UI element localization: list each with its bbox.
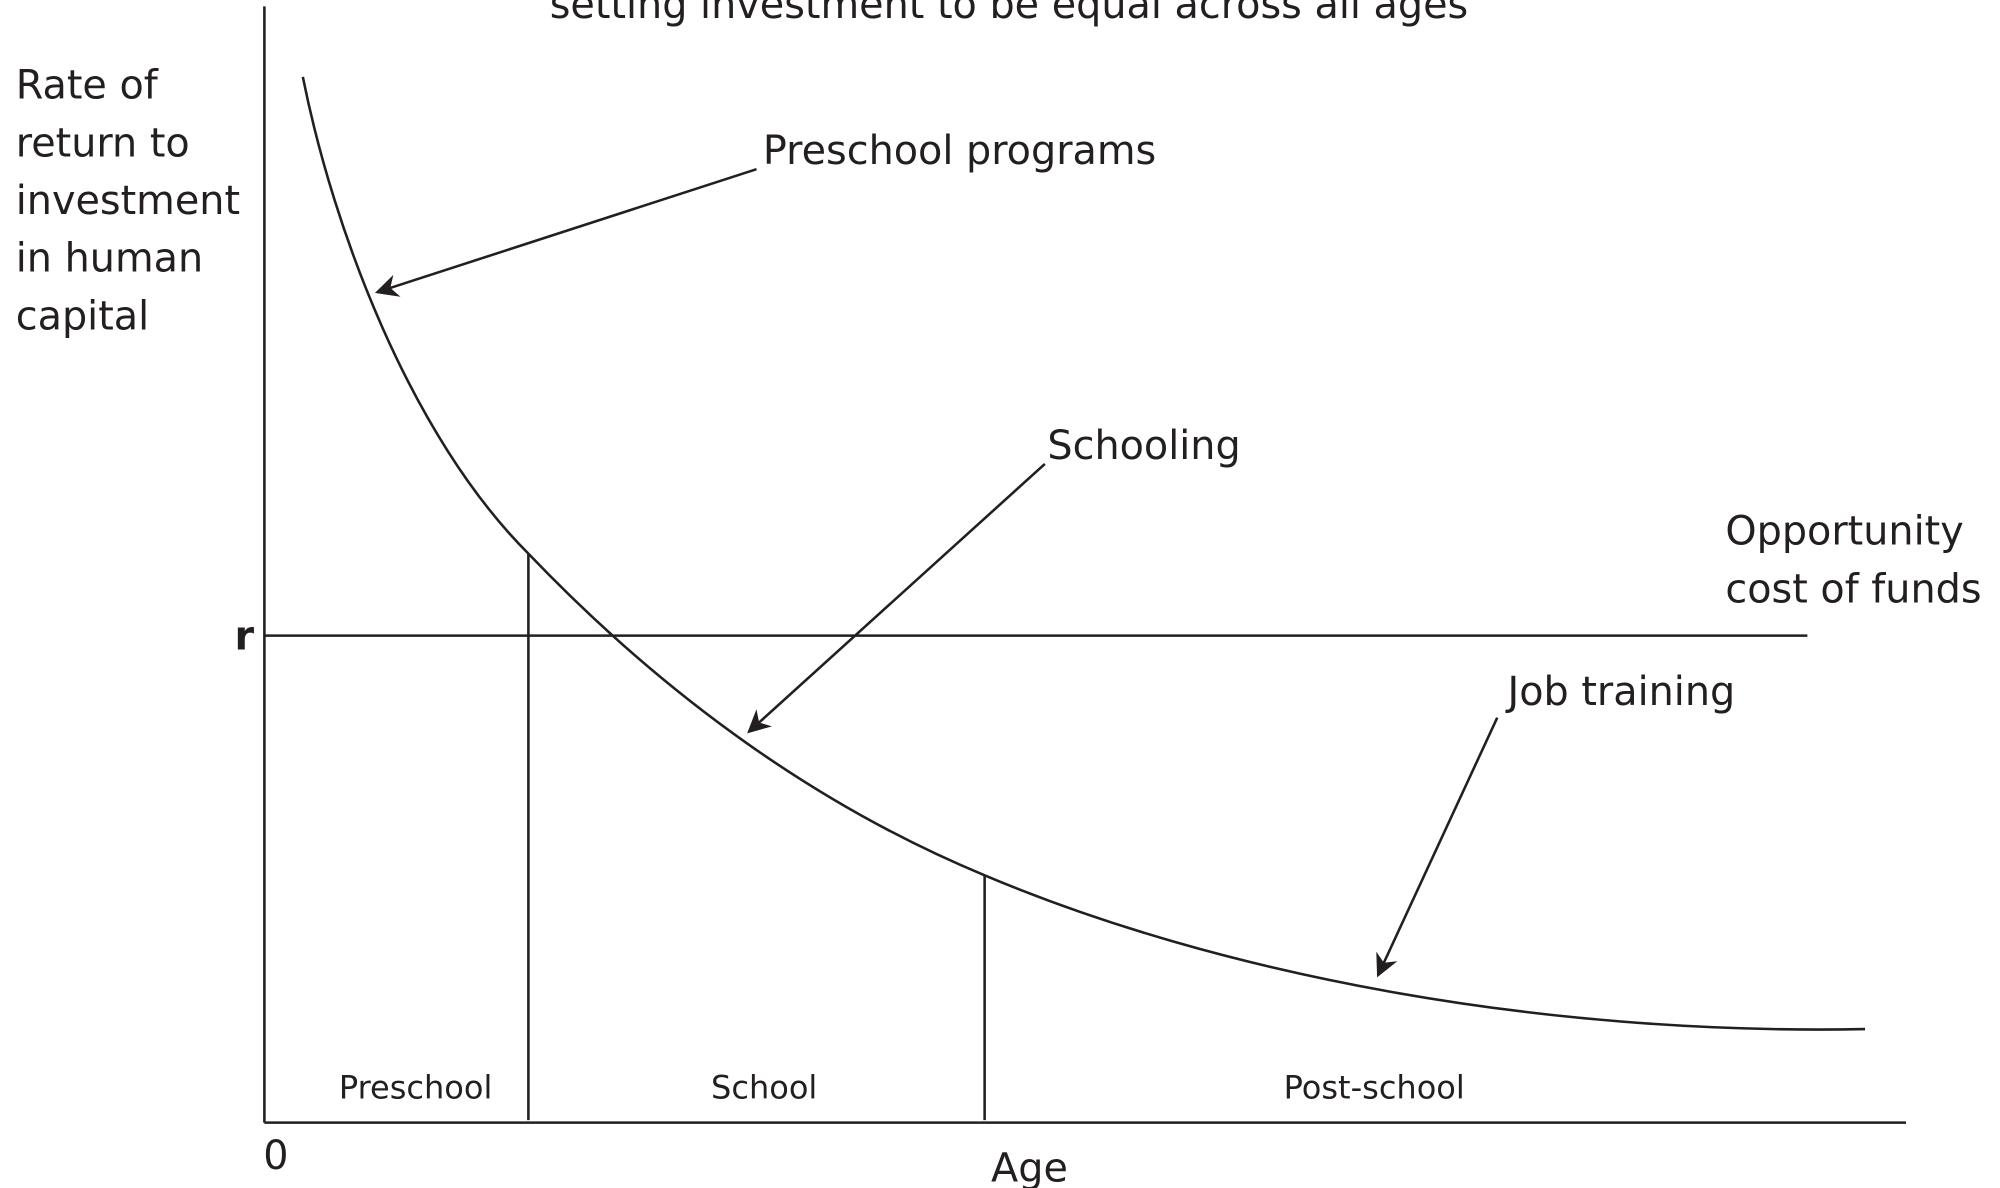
y-axis-label: capital [16, 293, 149, 339]
annotation-arrow [1376, 717, 1499, 978]
x-axis-label: Age [991, 1146, 1068, 1188]
region-label: School [711, 1068, 817, 1106]
annotation: Schooling [1047, 423, 1240, 469]
annotation: Preschool programs [763, 128, 1156, 174]
annotation-arrow [747, 462, 1046, 734]
return-curve [301, 76, 1866, 1031]
opportunity-cost-label: Opportunity [1725, 509, 1963, 555]
opportunity-cost-label: cost of funds [1725, 566, 1981, 612]
region-label: Post-school [1284, 1068, 1465, 1106]
title: setting investment to be equal across al… [550, 0, 1469, 28]
region-label: Preschool [339, 1068, 493, 1106]
r-label: r [235, 614, 255, 660]
annotation-arrow [374, 167, 757, 297]
y-axis-label: return to [16, 120, 190, 166]
annotation: Job training [1504, 669, 1735, 715]
y-axis-label: Rate of [16, 63, 159, 109]
y-axis-label: investment [16, 178, 240, 224]
y-axis-label: in human [16, 236, 203, 282]
origin-label: 0 [263, 1133, 288, 1179]
